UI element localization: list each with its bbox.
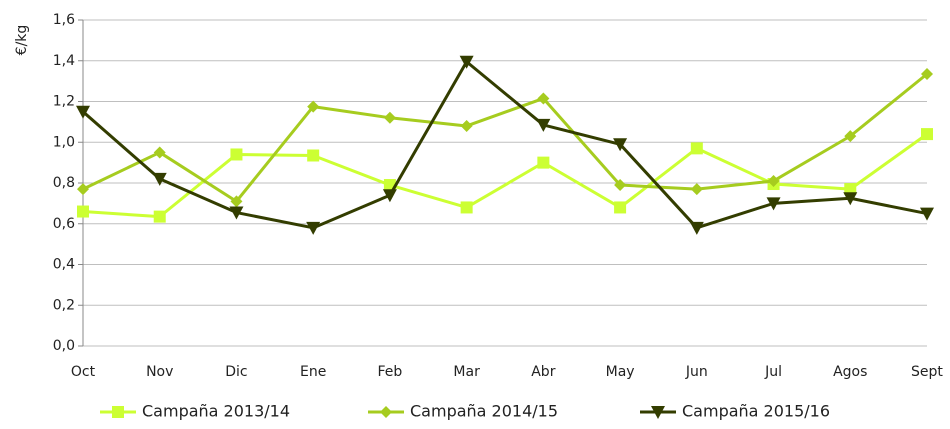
marker <box>689 221 704 235</box>
marker <box>229 206 244 220</box>
y-tick-label: 1,4 <box>53 53 75 69</box>
marker <box>153 210 166 223</box>
legend-label: Campaña 2014/15 <box>410 402 558 421</box>
x-tick-label: Jun <box>685 364 708 380</box>
marker <box>651 406 665 419</box>
marker <box>844 183 857 196</box>
marker <box>112 406 124 418</box>
x-tick-label: Jul <box>764 364 782 380</box>
marker <box>921 128 933 141</box>
legend-label: Campaña 2015/16 <box>682 402 830 421</box>
marker <box>537 92 550 105</box>
marker <box>230 148 243 161</box>
marker <box>76 105 90 119</box>
marker <box>306 221 321 235</box>
marker <box>766 197 781 211</box>
marker <box>152 172 167 186</box>
y-tick-label: 0,2 <box>53 297 75 313</box>
marker <box>614 179 627 192</box>
y-tick-label: 1,0 <box>53 134 75 150</box>
marker <box>307 149 320 162</box>
marker <box>382 189 397 203</box>
marker <box>380 406 392 418</box>
x-tick-label: Nov <box>146 364 173 380</box>
legend-label: Campaña 2013/14 <box>142 402 290 421</box>
series-line <box>82 72 928 203</box>
marker <box>77 205 89 218</box>
y-tick-label: 0,4 <box>53 257 75 273</box>
y-tick-label: 1,6 <box>53 12 75 28</box>
marker <box>153 146 166 159</box>
x-tick-label: May <box>606 364 635 380</box>
marker <box>920 207 934 221</box>
marker <box>460 119 473 132</box>
marker <box>613 138 628 152</box>
x-tick-label: Oct <box>71 364 96 380</box>
marker <box>537 156 550 169</box>
marker <box>230 195 243 208</box>
marker <box>383 111 396 124</box>
x-tick-label: Abr <box>531 364 555 380</box>
marker <box>767 174 780 187</box>
x-tick-label: Dic <box>225 364 247 380</box>
marker <box>460 201 473 214</box>
series-line <box>82 132 928 219</box>
series-line <box>82 60 928 230</box>
x-tick-label: Sept <box>911 364 943 380</box>
x-tick-label: Feb <box>378 364 403 380</box>
marker <box>843 192 858 206</box>
y-tick-label: 1,2 <box>53 94 75 110</box>
marker <box>690 183 703 196</box>
marker <box>921 67 933 80</box>
y-tick-label: 0,8 <box>53 175 75 191</box>
marker <box>614 201 627 214</box>
marker <box>844 130 857 143</box>
x-tick-label: Ene <box>300 364 326 380</box>
y-axis-label: €/kg <box>14 25 30 56</box>
x-tick-label: Mar <box>453 364 480 380</box>
marker <box>77 183 89 196</box>
marker <box>307 100 320 113</box>
x-tick-label: Agos <box>833 364 867 380</box>
y-tick-label: 0,6 <box>53 216 75 232</box>
y-tick-label: 0,0 <box>53 338 75 354</box>
marker <box>536 118 551 132</box>
marker <box>690 142 703 155</box>
marker <box>459 55 474 69</box>
